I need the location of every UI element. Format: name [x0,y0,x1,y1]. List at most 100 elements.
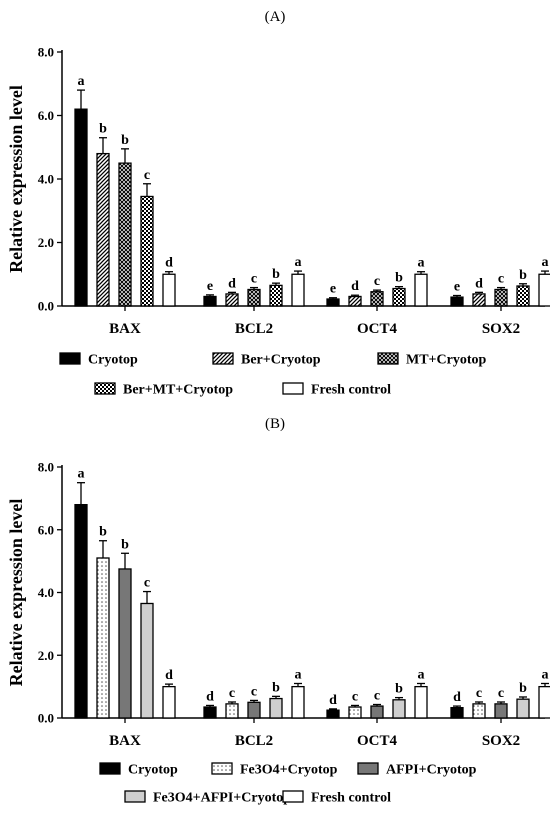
significance-letter: b [395,271,403,286]
significance-letter: b [99,122,107,137]
bar-fresh-control-bax [162,273,176,307]
legend-label-cryotop: Cryotop [128,763,178,778]
significance-letter: d [475,276,483,291]
significance-letter: a [295,255,302,270]
bar-fe3o4-afpi-cryotop-sox2 [516,698,530,719]
bar-mt-cryotop-bax [118,162,132,307]
bar-ber-cryotop-oct4 [348,295,362,307]
legend-label-ber-mt-cryotop: Ber+MT+Cryotop [123,383,233,398]
significance-letter: c [374,274,380,289]
significance-letter: b [519,268,527,283]
bar-cryotop-bax [74,108,88,307]
significance-letter: b [272,267,280,282]
bar-afpi-cryotop-oct4 [370,705,384,719]
significance-letter: c [476,686,482,701]
significance-letter: a [542,667,549,682]
x-category-label: OCT4 [357,733,398,749]
y-axis-label: Relative expression level [6,499,26,687]
bar-ber-mt-cryotop-sox2 [516,285,530,307]
legend-swatch-mt-cryotop [377,352,399,365]
bar-ber-mt-cryotop-bcl2 [269,284,283,307]
significance-letter: d [165,668,173,683]
legend-label-fresh-control: Fresh control [311,383,391,398]
y-tick-label: 0.0 [38,299,54,314]
bar-fresh-control-bcl2 [291,273,305,307]
legend-label-ber-cryotop: Ber+Cryotop [241,353,321,368]
bar-cryotop-oct4 [326,709,340,719]
significance-letter: c [251,684,257,699]
bar-fresh-control-oct4 [414,685,428,719]
significance-letter: a [78,467,85,482]
bar-ber-cryotop-bcl2 [225,293,239,307]
y-tick-label: 8.0 [38,45,54,60]
x-category-label: SOX2 [482,321,520,337]
significance-letter: a [418,256,425,271]
legend-label-mt-cryotop: MT+Cryotop [406,353,487,368]
significance-letter: b [99,525,107,540]
panel-label: (A) [265,9,286,25]
bar-fresh-control-sox2 [538,685,550,719]
x-category-label: BCL2 [235,321,273,337]
chart-panel-b: (B) Relative expression level 0.0 2.0 4.0 6.0… [6,416,550,806]
bar-afpi-cryotop-sox2 [494,703,508,719]
significance-letter: d [453,690,461,705]
significance-letter: a [418,667,425,682]
significance-letter: b [395,682,403,697]
legend-swatch-fe3o4-afpi-cryotop [124,790,146,803]
y-tick-label: 2.0 [38,648,54,663]
y-tick-label: 4.0 [38,585,54,600]
y-tick-label: 8.0 [38,460,54,475]
legend-swatch-fresh-control [282,382,304,395]
legend-label-fe3o4-afpi-cryotop: Fe3O4+AFPI+Cryotop [153,791,291,806]
legend-swatch-cryotop [59,352,81,365]
bar-cryotop-sox2 [450,706,464,719]
y-tick-label: 2.0 [38,235,54,250]
x-category-label: SOX2 [482,733,520,749]
x-category-label: BAX [109,733,141,749]
significance-letter: c [229,686,235,701]
bar-fe3o4-cryotop-bax [96,557,110,719]
y-axis-label: Relative expression level [6,85,26,273]
bar-cryotop-oct4 [326,298,340,307]
legend-label-afpi-cryotop: AFPI+Cryotop [386,763,477,778]
chart-panel-a: (A) Relative expression level 0.0 2.0 4.0 6.0… [6,9,550,398]
panel-label: (B) [265,416,285,432]
bar-cryotop-bcl2 [203,706,217,719]
significance-letter: d [206,689,214,704]
legend-label-fe3o4-cryotop: Fe3O4+Cryotop [240,763,338,778]
bar-fe3o4-afpi-cryotop-bcl2 [269,697,283,719]
significance-letter: c [144,168,150,183]
significance-letter: e [330,282,336,297]
bar-cryotop-sox2 [450,296,464,307]
significance-letter: b [121,537,129,552]
significance-letter: e [207,279,213,294]
bar-fe3o4-afpi-cryotop-bax [140,602,154,719]
legend-label-fresh-control: Fresh control [311,791,391,806]
significance-letter: e [454,280,460,295]
legend-swatch-afpi-cryotop [357,762,379,775]
bar-fresh-control-bcl2 [291,685,305,719]
legend-swatch-ber-mt-cryotop [94,382,116,395]
x-category-label: BAX [109,321,141,337]
y-tick-label: 0.0 [38,711,54,726]
bar-fresh-control-sox2 [538,273,550,307]
bar-fe3o4-afpi-cryotop-oct4 [392,699,406,719]
significance-letter: b [272,680,280,695]
significance-letter: a [542,255,549,270]
legend-label-cryotop: Cryotop [88,353,138,368]
y-tick-label: 6.0 [38,108,54,123]
legend-swatch-fe3o4-cryotop [211,762,233,775]
significance-letter: d [329,693,337,708]
bar-cryotop-bax [74,503,88,719]
significance-letter: c [374,689,380,704]
significance-letter: c [352,689,358,704]
bar-ber-cryotop-bax [96,152,110,307]
significance-letter: c [144,576,150,591]
bar-fresh-control-bax [162,685,176,719]
bar-afpi-cryotop-bax [118,568,132,719]
legend-swatch-cryotop [99,762,121,775]
bar-mt-cryotop-bcl2 [247,288,261,307]
significance-letter: d [165,256,173,271]
significance-letter: d [228,276,236,291]
